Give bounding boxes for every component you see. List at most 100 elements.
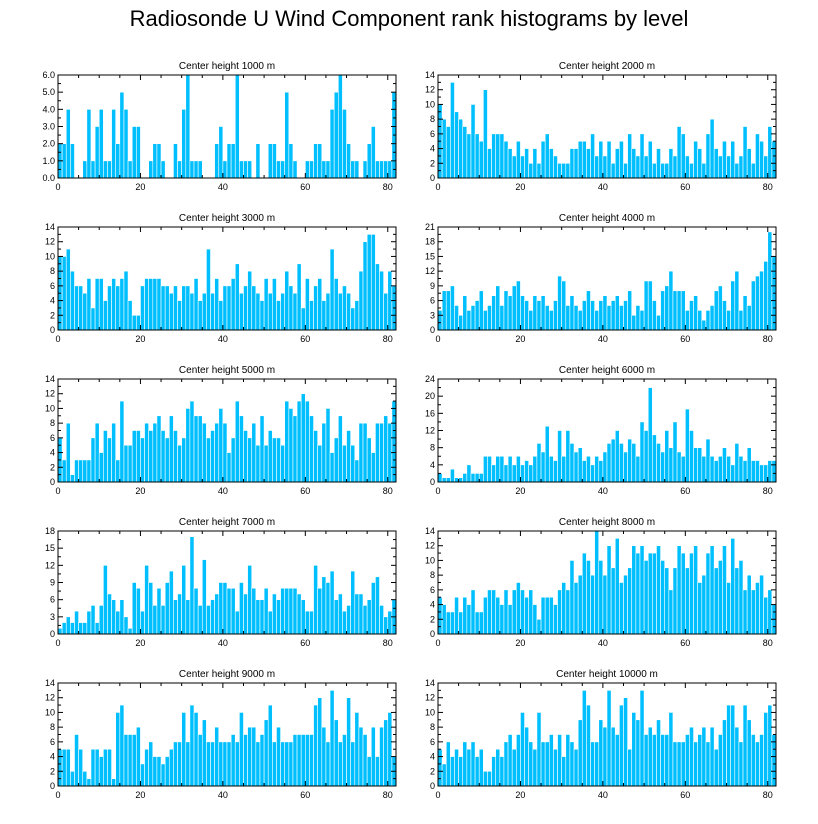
histogram-bar <box>366 234 372 331</box>
histogram-bar <box>152 278 158 331</box>
histogram-bar <box>115 285 121 331</box>
histogram-bar <box>131 734 137 787</box>
histogram-bar <box>738 310 744 331</box>
histogram-bar <box>160 285 166 331</box>
histogram-bar <box>164 285 170 331</box>
histogram-bar <box>491 295 497 331</box>
histogram-bar <box>239 582 244 635</box>
x-tick-label: 20 <box>515 182 525 192</box>
histogram-bar <box>672 567 678 635</box>
histogram-bar <box>313 565 318 635</box>
histogram-bar <box>131 126 137 179</box>
histogram-bar <box>516 455 521 483</box>
histogram-bar <box>333 91 339 179</box>
histogram-bar <box>466 604 472 635</box>
histogram-bar <box>474 756 480 787</box>
histogram-bar <box>635 455 641 483</box>
histogram-bar <box>193 415 199 483</box>
histogram-bar <box>717 560 723 635</box>
histogram-bar <box>78 285 84 331</box>
histogram-bar <box>573 582 579 635</box>
histogram-bar <box>462 596 468 635</box>
histogram-bar <box>358 270 364 331</box>
histogram-bar <box>594 455 600 483</box>
histogram-bar <box>499 756 505 787</box>
histogram-bar <box>631 148 637 179</box>
histogram-bar <box>214 143 220 179</box>
histogram-bar <box>664 162 670 179</box>
histogram-bar <box>263 278 269 331</box>
x-tick-label: 20 <box>135 790 145 800</box>
histogram-bar <box>375 160 380 179</box>
y-tick-label: 12 <box>425 426 435 436</box>
histogram-bar <box>565 734 571 787</box>
histogram-bar <box>144 422 149 483</box>
histogram-bar <box>305 400 310 483</box>
histogram-bar <box>185 599 191 635</box>
histogram-bar <box>466 464 472 483</box>
histogram-bar <box>185 74 191 179</box>
histogram-bar <box>329 690 335 787</box>
histogram-bar <box>763 464 769 483</box>
histogram-bar <box>532 148 538 179</box>
histogram-bar <box>276 437 281 483</box>
histogram-bar <box>577 310 583 331</box>
histogram-bar <box>362 734 368 787</box>
x-tick-label: 60 <box>680 638 690 648</box>
histogram-bar <box>685 567 690 635</box>
histogram-bar <box>676 126 682 179</box>
x-tick-label: 0 <box>55 790 60 800</box>
x-tick-label: 60 <box>300 486 310 496</box>
x-tick-label: 60 <box>680 790 690 800</box>
histogram-bar <box>516 734 521 787</box>
y-tick-label: 12 <box>45 693 55 703</box>
histogram-bar <box>127 160 133 179</box>
histogram-bar <box>635 552 641 635</box>
histogram-bar <box>619 582 624 635</box>
histogram-bar <box>610 438 616 483</box>
histogram-bar <box>358 422 364 483</box>
histogram-bar <box>164 756 170 787</box>
histogram-bar <box>333 599 339 635</box>
histogram-bar <box>78 748 84 787</box>
y-tick-label: 6.0 <box>42 70 55 80</box>
histogram-bar <box>750 734 756 787</box>
histogram-bar <box>557 589 562 635</box>
histogram-bar <box>511 285 517 331</box>
histogram-bar <box>86 278 92 331</box>
histogram-bar <box>569 295 575 331</box>
histogram-bar <box>309 610 314 635</box>
y-tick-label: 12 <box>45 560 55 570</box>
histogram-bar <box>664 430 670 483</box>
histogram-bar <box>136 430 141 483</box>
histogram-bar <box>317 278 323 331</box>
histogram-bar <box>197 160 203 179</box>
histogram-bar <box>470 473 476 483</box>
histogram-bar <box>152 422 158 483</box>
histogram-bar <box>553 155 558 179</box>
histogram-bar <box>255 444 261 483</box>
histogram-bar <box>119 278 125 331</box>
histogram-bar <box>329 248 335 331</box>
y-tick-label: 20 <box>425 391 435 401</box>
y-tick-label: 8 <box>430 570 435 580</box>
histogram-bar <box>734 567 740 635</box>
histogram-bar <box>78 622 84 635</box>
histogram-bar <box>516 582 521 635</box>
histogram-bar <box>656 314 661 331</box>
histogram-bar <box>511 748 517 787</box>
histogram-bar <box>65 422 71 483</box>
histogram-bar <box>516 140 521 179</box>
histogram-bar <box>441 477 447 483</box>
y-tick-label: 10 <box>45 707 55 717</box>
histogram-bar <box>631 443 637 483</box>
histogram-bar <box>284 741 290 787</box>
histogram-bar <box>94 622 100 635</box>
histogram-bar <box>325 741 331 787</box>
histogram-bar <box>548 148 554 179</box>
histogram-bar <box>309 300 314 331</box>
y-tick-label: 9 <box>50 578 55 588</box>
y-tick-label: 0 <box>430 629 435 639</box>
histogram-bar <box>697 582 703 635</box>
histogram-bar <box>259 300 265 331</box>
